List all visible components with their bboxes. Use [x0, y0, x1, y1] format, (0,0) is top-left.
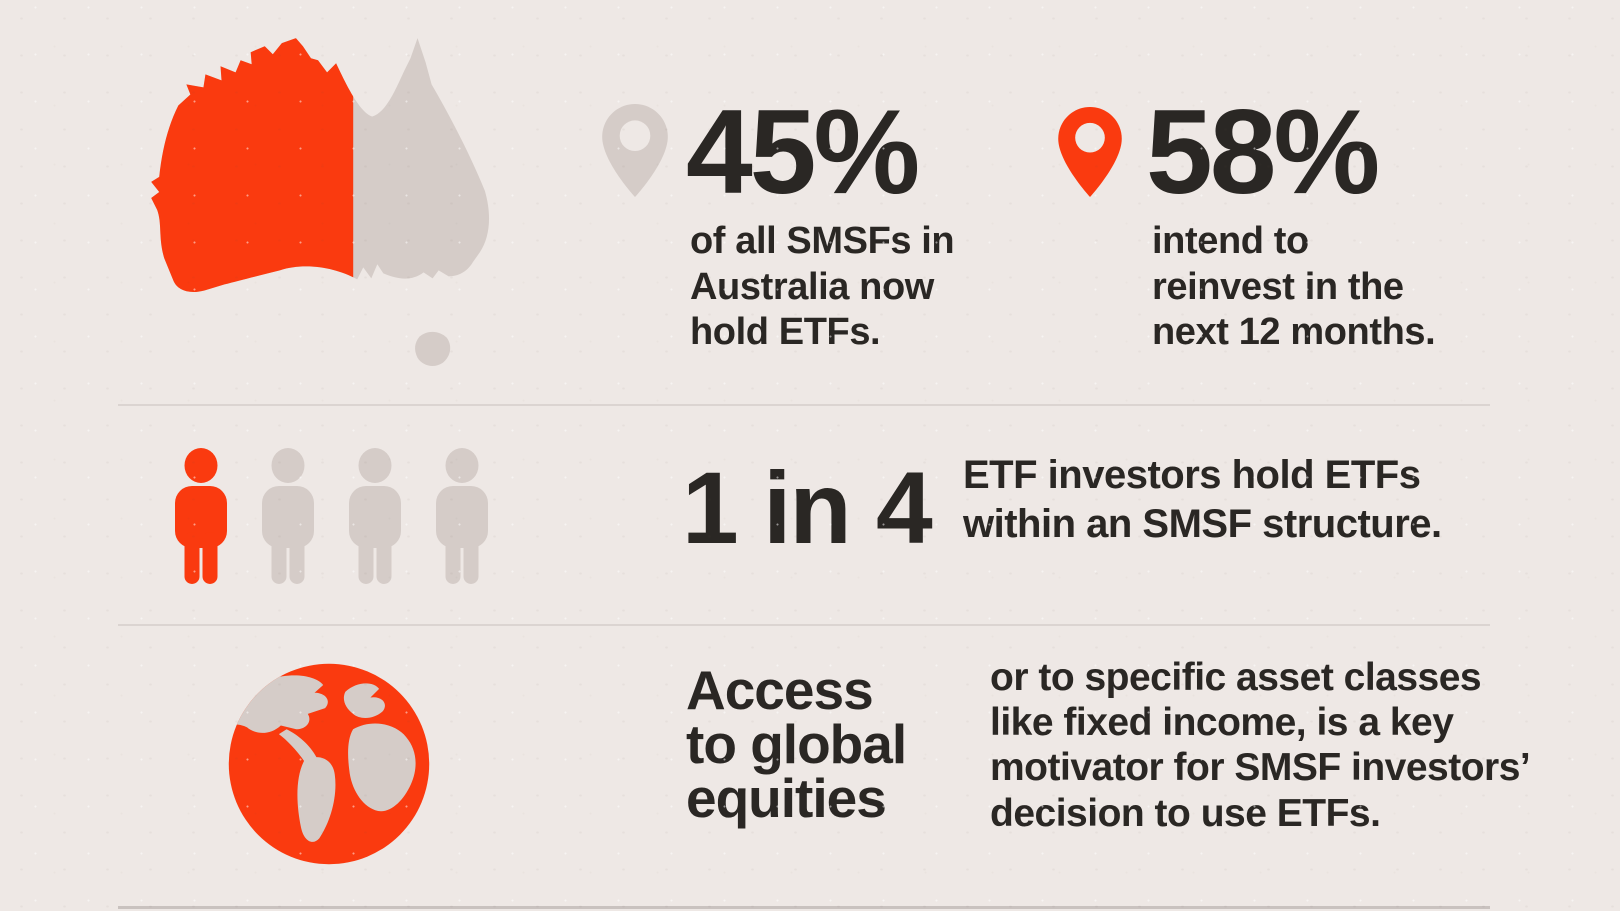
person-icon	[349, 448, 401, 584]
bottom-rule	[118, 906, 1490, 909]
ratio-description: ETF investors hold ETFs within an SMSF s…	[963, 453, 1442, 547]
global-equities-description: or to specific asset classes like fixed …	[990, 656, 1531, 835]
stat1-value: 45%	[686, 85, 920, 219]
person-icon	[436, 448, 488, 584]
stat2-description: intend to reinvest in the next 12 months…	[1152, 220, 1436, 354]
location-pin-icon	[1058, 107, 1122, 197]
section-divider	[118, 624, 1490, 626]
person-icon	[262, 448, 314, 584]
global-equities-heading: Access to global equities	[686, 659, 907, 829]
ratio-value: 1 in 4	[682, 451, 933, 565]
australia-map-icon	[151, 38, 490, 366]
person-icon	[175, 448, 227, 584]
globe-icon	[228, 663, 430, 865]
location-pin-icon	[602, 104, 668, 197]
stat2-value: 58%	[1146, 85, 1380, 219]
stat1-description: of all SMSFs in Australia now hold ETFs.	[690, 220, 955, 354]
tasmania-shape	[415, 331, 451, 366]
section-divider	[118, 404, 1490, 406]
